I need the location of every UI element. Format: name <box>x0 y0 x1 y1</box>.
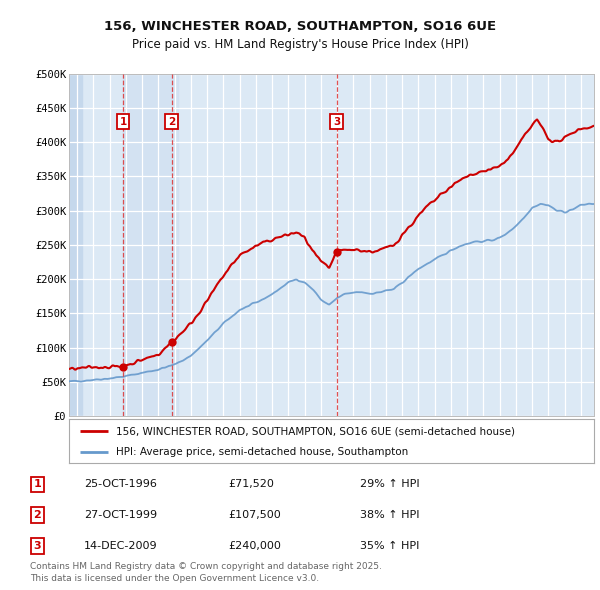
Text: £107,500: £107,500 <box>228 510 281 520</box>
Text: HPI: Average price, semi-detached house, Southampton: HPI: Average price, semi-detached house,… <box>116 447 409 457</box>
Text: 1: 1 <box>119 117 127 127</box>
Text: 14-DEC-2009: 14-DEC-2009 <box>84 541 158 550</box>
Text: 156, WINCHESTER ROAD, SOUTHAMPTON, SO16 6UE (semi-detached house): 156, WINCHESTER ROAD, SOUTHAMPTON, SO16 … <box>116 427 515 436</box>
Text: 1: 1 <box>34 480 41 489</box>
Text: 35% ↑ HPI: 35% ↑ HPI <box>360 541 419 550</box>
Text: 156, WINCHESTER ROAD, SOUTHAMPTON, SO16 6UE: 156, WINCHESTER ROAD, SOUTHAMPTON, SO16 … <box>104 20 496 33</box>
Text: 3: 3 <box>34 541 41 550</box>
Text: 29% ↑ HPI: 29% ↑ HPI <box>360 480 419 489</box>
Text: 25-OCT-1996: 25-OCT-1996 <box>84 480 157 489</box>
Text: 3: 3 <box>333 117 340 127</box>
Text: Price paid vs. HM Land Registry's House Price Index (HPI): Price paid vs. HM Land Registry's House … <box>131 38 469 51</box>
Bar <box>69 74 82 416</box>
Bar <box>123 74 178 416</box>
Text: 38% ↑ HPI: 38% ↑ HPI <box>360 510 419 520</box>
Text: 2: 2 <box>168 117 175 127</box>
Bar <box>69 74 82 416</box>
Text: £240,000: £240,000 <box>228 541 281 550</box>
Text: 2: 2 <box>34 510 41 520</box>
Text: 27-OCT-1999: 27-OCT-1999 <box>84 510 157 520</box>
Text: £71,520: £71,520 <box>228 480 274 489</box>
Text: Contains HM Land Registry data © Crown copyright and database right 2025.
This d: Contains HM Land Registry data © Crown c… <box>30 562 382 583</box>
